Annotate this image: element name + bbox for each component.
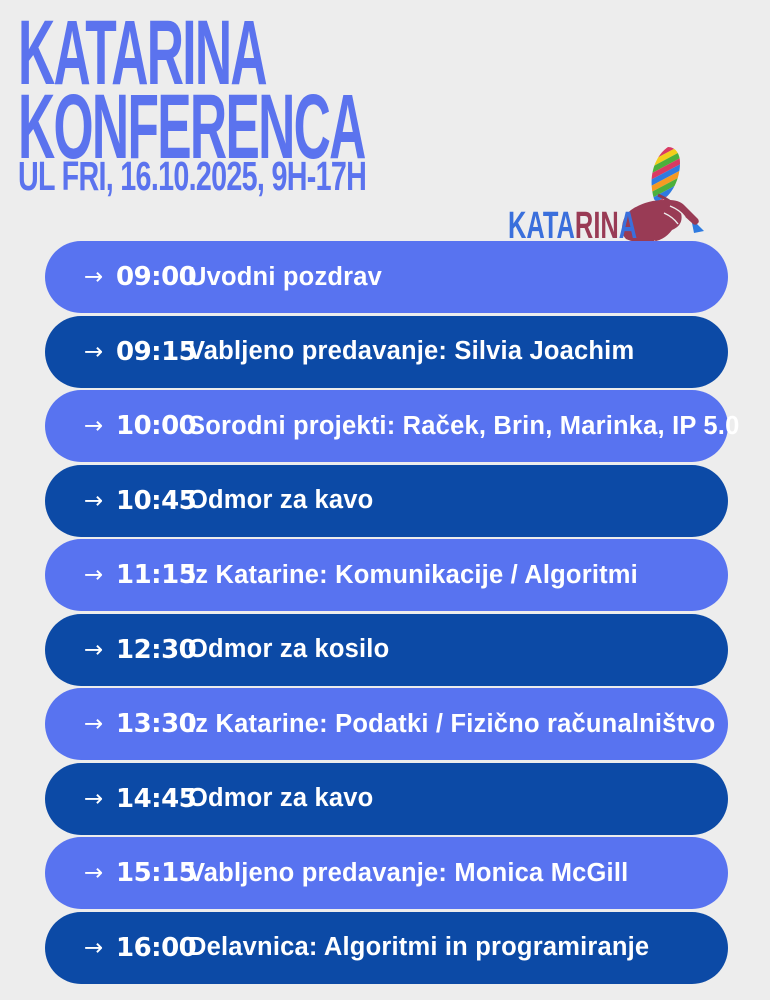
arrow-right-icon: → [84, 934, 104, 961]
schedule-row: → 11:15 Iz Katarine: Komunikacije / Algo… [45, 539, 728, 611]
arrow-right-icon: → [84, 636, 104, 663]
arrow-right-icon: → [84, 711, 104, 737]
event-title: Sorodni projekti: Raček, Brin, Marinka, … [188, 411, 740, 440]
schedule-row: → 13:30 Iz Katarine: Podatki / Fizično r… [45, 688, 728, 760]
arrow-right-icon: → [84, 860, 104, 886]
event-title: Odmor za kosilo [188, 635, 390, 663]
logo-word-kata: KATA [508, 205, 575, 247]
katarina-logo: KATARINA [505, 145, 730, 245]
event-time: 10:45 [116, 485, 197, 516]
event-title: Odmor za kavo [188, 486, 374, 514]
schedule-list: → 09:00 Uvodni pozdrav → 09:15 Vabljeno … [45, 241, 739, 984]
event-time: 14:45 [116, 783, 197, 814]
event-time: 11:15 [116, 560, 197, 590]
schedule-row: → 12:30 Odmor za kosilo [45, 613, 728, 686]
schedule-row: → 14:45 Odmor za kavo [45, 762, 728, 835]
arrow-right-icon: → [84, 562, 104, 588]
page-title-line1: KATARINA [18, 2, 268, 104]
event-title: Vabljeno predavanje: Silvia Joachim [188, 337, 635, 365]
schedule-row: → 09:00 Uvodni pozdrav [45, 241, 728, 313]
logo-word-a: A [618, 205, 638, 247]
event-date-subtitle: UL FRI, 16.10.2025, 9H-17H [18, 153, 367, 199]
schedule-row: → 09:15 Vabljeno predavanje: Silvia Joac… [45, 315, 728, 388]
arrow-right-icon: → [84, 785, 104, 812]
event-title: Iz Katarine: Podatki / Fizično računalni… [188, 709, 716, 738]
logo-word-rin: RIN [574, 205, 619, 247]
arrow-right-icon: → [84, 413, 104, 439]
event-title: Odmor za kavo [188, 784, 374, 812]
schedule-row: → 10:45 Odmor za kavo [45, 464, 728, 537]
schedule-row: → 10:00 Sorodni projekti: Raček, Brin, M… [45, 390, 739, 462]
event-title: Uvodni pozdrav [188, 262, 383, 291]
event-title: Iz Katarine: Komunikacije / Algoritmi [188, 560, 638, 589]
schedule-row: → 15:15 Vabljeno predavanje: Monica McGi… [45, 837, 728, 909]
arrow-right-icon: → [84, 338, 104, 365]
schedule-row: → 16:00 Delavnica: Algoritmi in programi… [45, 911, 728, 984]
arrow-right-icon: → [84, 487, 104, 514]
logo-art [622, 147, 704, 243]
event-time: 09:00 [116, 262, 197, 292]
event-time: 15:15 [116, 858, 197, 888]
arrow-right-icon: → [84, 264, 104, 290]
event-title: Vabljeno predavanje: Monica McGill [188, 858, 629, 887]
event-time: 12:30 [116, 634, 197, 665]
event-time: 10:00 [116, 411, 197, 441]
logo-wordmark: KATARINA [508, 207, 637, 245]
event-time: 13:30 [116, 709, 197, 739]
event-time: 16:00 [116, 932, 197, 963]
event-title: Delavnica: Algoritmi in programiranje [188, 933, 650, 961]
page-title-line2: KONFERENCA [18, 76, 366, 178]
event-time: 09:15 [116, 336, 197, 367]
